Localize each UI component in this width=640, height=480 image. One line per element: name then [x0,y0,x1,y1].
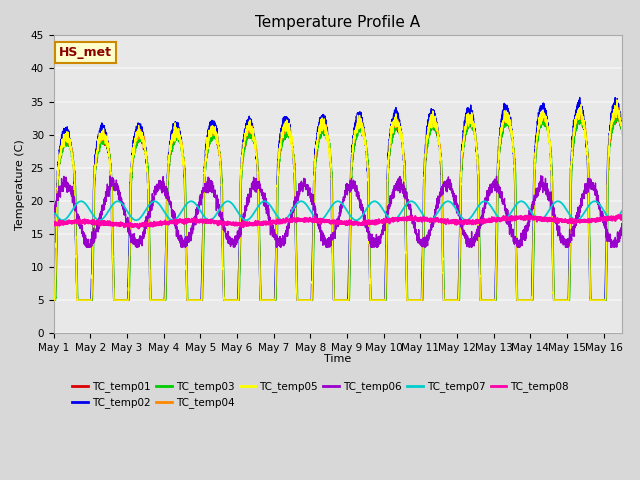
TC_temp02 [441,297,449,303]
TC_temp03 [577,113,584,119]
TC_temp05 [50,297,58,303]
TC_temp07 [637,205,640,211]
TC_temp02 [500,109,508,115]
TC_temp01 [429,123,437,129]
TC_temp05 [483,297,491,303]
TC_temp01 [577,108,584,114]
TC_temp04 [429,114,437,120]
TC_temp04 [483,297,491,303]
Line: TC_temp03: TC_temp03 [54,116,640,300]
TC_temp05 [500,108,508,114]
TC_temp02 [429,109,437,115]
TC_temp05 [509,144,517,150]
TC_temp02 [637,297,640,303]
TC_temp07 [334,198,342,204]
TC_temp06 [509,232,517,238]
TC_temp08 [429,216,437,222]
TC_temp05 [151,297,159,303]
Y-axis label: Temperature (C): Temperature (C) [15,139,25,229]
TC_temp08 [134,226,142,231]
TC_temp08 [441,220,449,226]
TC_temp08 [484,219,492,225]
TC_temp01 [500,120,508,125]
TC_temp02 [483,297,491,303]
TC_temp03 [483,297,491,303]
Line: TC_temp04: TC_temp04 [54,108,640,300]
TC_temp02 [576,95,584,100]
TC_temp05 [429,119,437,125]
TC_temp08 [631,211,639,217]
TC_temp03 [637,297,640,303]
TC_temp07 [509,206,517,212]
TC_temp07 [429,216,437,221]
TC_temp06 [50,215,58,221]
TC_temp08 [50,220,58,226]
TC_temp03 [500,123,508,129]
TC_temp04 [500,117,508,122]
TC_temp06 [441,179,449,185]
TC_temp03 [429,123,437,129]
TC_temp04 [50,297,58,303]
TC_temp02 [151,297,159,303]
TC_temp07 [50,210,58,216]
TC_temp06 [537,173,545,179]
Line: TC_temp01: TC_temp01 [54,111,640,300]
Title: Temperature Profile A: Temperature Profile A [255,15,420,30]
TC_temp06 [484,195,492,201]
TC_temp08 [637,215,640,221]
TC_temp06 [151,184,159,190]
TC_temp07 [484,200,492,205]
TC_temp06 [500,195,508,201]
TC_temp06 [83,244,90,250]
TC_temp03 [151,297,159,303]
TC_temp04 [614,105,622,110]
TC_temp01 [50,297,58,303]
TC_temp08 [500,216,508,222]
Text: HS_met: HS_met [60,46,112,59]
TC_temp01 [637,297,640,303]
TC_temp01 [151,297,159,303]
Line: TC_temp06: TC_temp06 [54,176,640,247]
TC_temp01 [483,297,491,303]
TC_temp02 [50,297,58,303]
TC_temp03 [441,297,449,303]
TC_temp04 [151,297,159,303]
TC_temp07 [501,217,509,223]
Legend: TC_temp01, TC_temp02, TC_temp03, TC_temp04, TC_temp05, TC_temp06, TC_temp07, TC_: TC_temp01, TC_temp02, TC_temp03, TC_temp… [68,377,573,412]
TC_temp05 [637,297,640,303]
TC_temp08 [151,223,159,228]
TC_temp04 [637,297,640,303]
TC_temp03 [50,297,58,303]
Line: TC_temp02: TC_temp02 [54,97,640,300]
Line: TC_temp05: TC_temp05 [54,100,640,300]
TC_temp07 [151,198,159,204]
TC_temp07 [353,217,360,223]
TC_temp02 [509,146,517,152]
TC_temp05 [613,97,621,103]
TC_temp04 [509,141,517,147]
TC_temp01 [509,142,517,147]
TC_temp06 [429,224,437,229]
TC_temp07 [442,199,449,205]
TC_temp01 [441,297,449,303]
TC_temp06 [637,183,640,189]
Line: TC_temp08: TC_temp08 [54,214,640,228]
TC_temp04 [441,297,449,303]
X-axis label: Time: Time [324,354,351,364]
TC_temp03 [509,134,517,140]
TC_temp05 [441,297,449,303]
Line: TC_temp07: TC_temp07 [54,201,640,220]
TC_temp08 [509,216,517,221]
